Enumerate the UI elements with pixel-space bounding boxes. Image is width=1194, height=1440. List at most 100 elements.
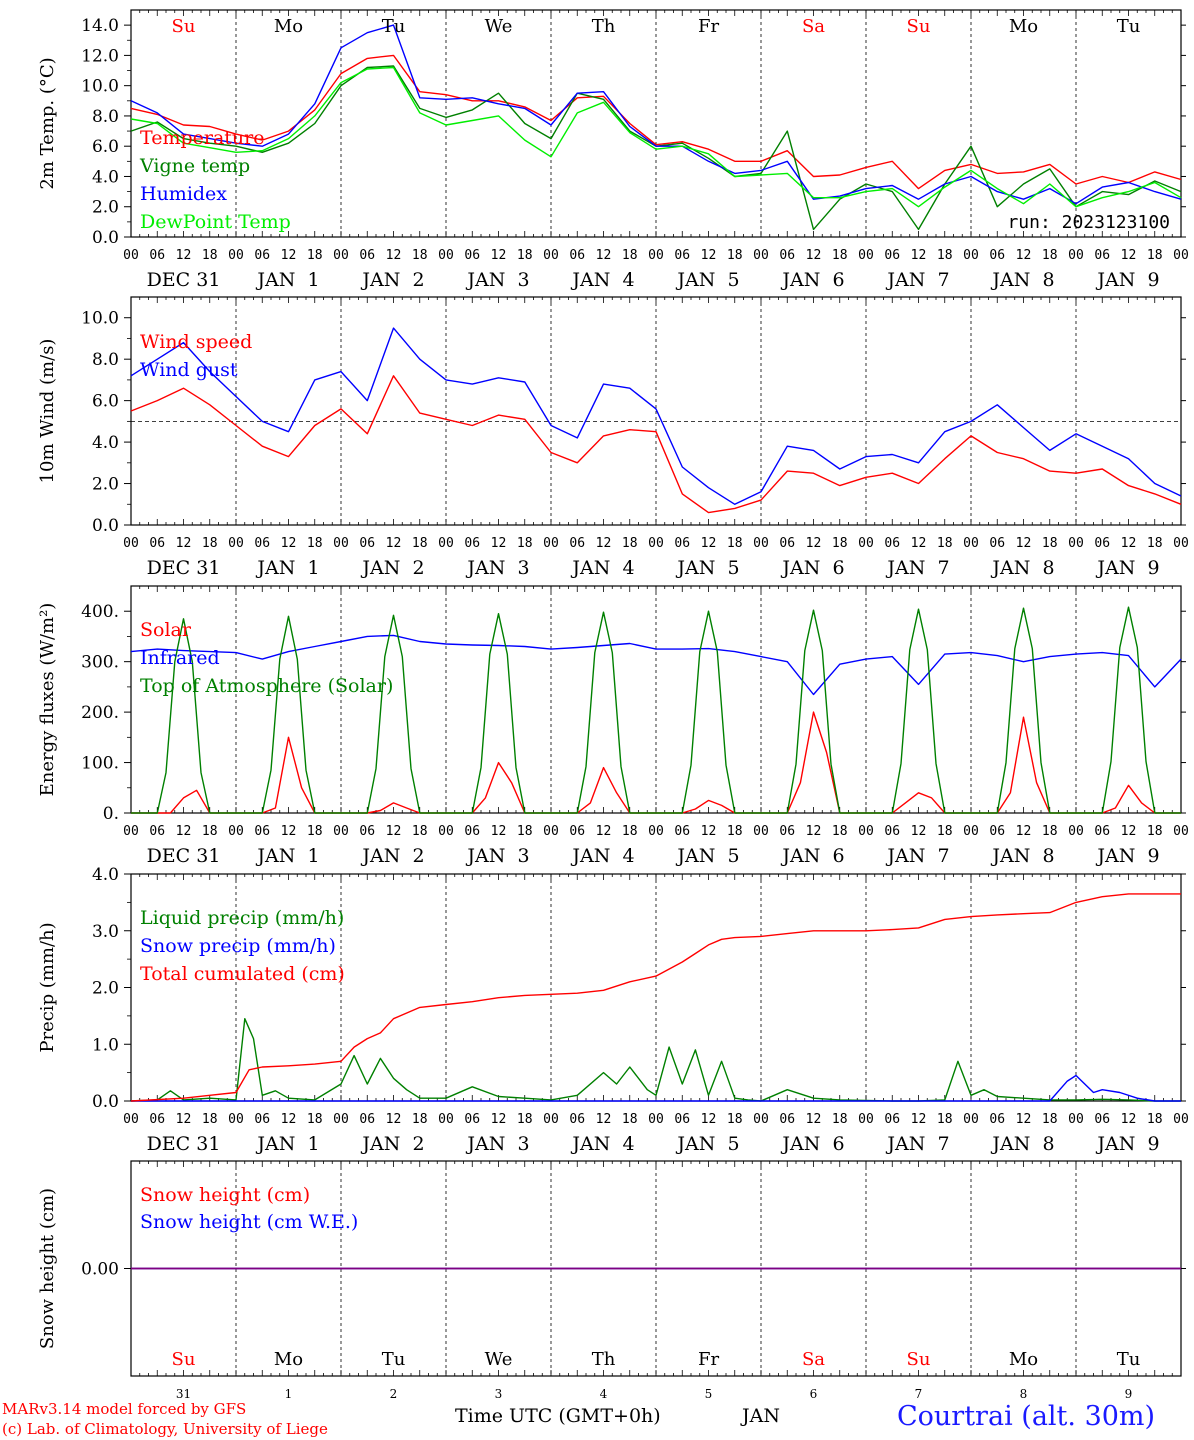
hour-tick-label: 00 — [1173, 824, 1189, 839]
hour-tick-label: 12 — [1016, 536, 1032, 551]
hour-tick-label: 12 — [176, 824, 192, 839]
weekday-label: We — [485, 16, 513, 37]
hour-tick-label: 18 — [307, 1112, 323, 1127]
hour-tick-label: 18 — [202, 824, 218, 839]
hour-tick-label: 06 — [359, 536, 375, 551]
station-label: Courtrai (alt. 30m) — [897, 1401, 1156, 1432]
hour-tick-label: 12 — [386, 536, 402, 551]
hour-tick-label: 06 — [464, 248, 480, 263]
hour-tick-label: 00 — [333, 248, 349, 263]
legend-entry: Vigne temp — [139, 155, 250, 177]
hour-tick-label: 18 — [1042, 824, 1058, 839]
hour-tick-label: 00 — [333, 824, 349, 839]
series-line-0-3 — [130, 66, 1182, 208]
weekday-label: Su — [907, 1349, 931, 1370]
day-number-label: 2 — [390, 1387, 398, 1401]
hour-tick-label: 12 — [1121, 1112, 1137, 1127]
hour-tick-label: 00 — [228, 824, 244, 839]
hour-tick-label: 18 — [727, 536, 743, 551]
hour-tick-label: 12 — [596, 1112, 612, 1127]
hour-tick-label: 06 — [674, 248, 690, 263]
weekday-label: Tu — [382, 1349, 406, 1370]
hour-tick-label: 18 — [1147, 536, 1163, 551]
y-tick-label: 0.00 — [81, 1260, 119, 1280]
hour-tick-label: 06 — [674, 824, 690, 839]
y-tick-label: 200. — [81, 703, 119, 723]
hour-tick-label: 00 — [123, 824, 139, 839]
hour-tick-label: 18 — [832, 824, 848, 839]
date-label: JAN 5 — [675, 1133, 739, 1155]
hour-tick-label: 06 — [254, 536, 270, 551]
hour-tick-label: 12 — [1016, 824, 1032, 839]
hour-tick-label: 00 — [753, 536, 769, 551]
hour-tick-label: 12 — [281, 536, 297, 551]
hour-tick-label: 18 — [202, 536, 218, 551]
hour-tick-label: 12 — [1121, 248, 1137, 263]
hour-tick-label: 06 — [1094, 824, 1110, 839]
hour-tick-label: 18 — [727, 248, 743, 263]
hour-tick-label: 18 — [517, 1112, 533, 1127]
hour-tick-label: 00 — [123, 248, 139, 263]
date-label: JAN 9 — [1095, 557, 1159, 579]
hour-tick-label: 00 — [438, 248, 454, 263]
day-number-label: 9 — [1125, 1387, 1133, 1401]
hour-tick-label: 18 — [832, 248, 848, 263]
day-number-label: 1 — [285, 1387, 293, 1401]
hour-tick-label: 06 — [254, 1112, 270, 1127]
hour-tick-label: 00 — [753, 824, 769, 839]
date-label: JAN 8 — [990, 845, 1054, 867]
y-tick-label: 8.0 — [92, 107, 119, 127]
weekday-label: Su — [907, 16, 931, 37]
hour-tick-label: 00 — [1173, 536, 1189, 551]
hour-tick-label: 00 — [228, 536, 244, 551]
hour-tick-label: 12 — [386, 248, 402, 263]
weekday-label: Mo — [1009, 1349, 1038, 1370]
hour-tick-label: 18 — [727, 1112, 743, 1127]
hour-tick-label: 06 — [884, 536, 900, 551]
hour-tick-label: 12 — [176, 536, 192, 551]
series-line-3-2 — [130, 893, 1181, 1102]
weekday-label: Fr — [698, 16, 719, 37]
hour-tick-label: 00 — [1068, 824, 1084, 839]
hour-tick-label: 18 — [832, 536, 848, 551]
series-line-2-2 — [131, 606, 1181, 814]
hour-tick-label: 12 — [491, 536, 507, 551]
y-axis-label: 2m Temp. (°C) — [37, 57, 58, 189]
y-tick-label: 100. — [81, 754, 119, 774]
hour-tick-label: 06 — [779, 824, 795, 839]
hour-tick-label: 12 — [701, 248, 717, 263]
hour-tick-label: 00 — [648, 824, 664, 839]
lab-credit: (c) Lab. of Climatology, University of L… — [2, 1420, 328, 1438]
hour-tick-label: 00 — [858, 248, 874, 263]
hour-tick-label: 12 — [701, 1112, 717, 1127]
hour-tick-label: 12 — [806, 536, 822, 551]
hour-tick-label: 06 — [779, 248, 795, 263]
legend-entry: Solar — [140, 619, 192, 641]
legend-entry: Liquid precip (mm/h) — [140, 907, 344, 929]
hour-tick-label: 06 — [674, 536, 690, 551]
date-label: JAN 3 — [465, 557, 529, 579]
date-label: JAN 3 — [465, 845, 529, 867]
date-label: JAN 3 — [465, 269, 529, 291]
hour-tick-label: 00 — [543, 536, 559, 551]
hour-tick-label: 00 — [753, 1112, 769, 1127]
hour-tick-label: 00 — [1173, 1112, 1189, 1127]
hour-tick-label: 12 — [911, 1112, 927, 1127]
hour-tick-label: 18 — [307, 824, 323, 839]
hour-tick-label: 06 — [989, 536, 1005, 551]
y-axis-label: Energy fluxes (W/m²) — [37, 603, 58, 797]
hour-tick-label: 00 — [543, 1112, 559, 1127]
hour-tick-label: 12 — [1121, 536, 1137, 551]
hour-tick-label: 12 — [911, 248, 927, 263]
legend-entry: Snow height (cm) — [140, 1184, 310, 1206]
date-label: JAN 5 — [675, 557, 739, 579]
date-label: JAN 8 — [990, 557, 1054, 579]
hour-tick-label: 00 — [648, 248, 664, 263]
y-tick-label: 400. — [81, 602, 119, 622]
hour-tick-label: 06 — [569, 536, 585, 551]
hour-tick-label: 00 — [648, 1112, 664, 1127]
weekday-label: Su — [172, 16, 196, 37]
hour-tick-label: 12 — [386, 1112, 402, 1127]
weekday-label: Sa — [802, 1349, 825, 1370]
